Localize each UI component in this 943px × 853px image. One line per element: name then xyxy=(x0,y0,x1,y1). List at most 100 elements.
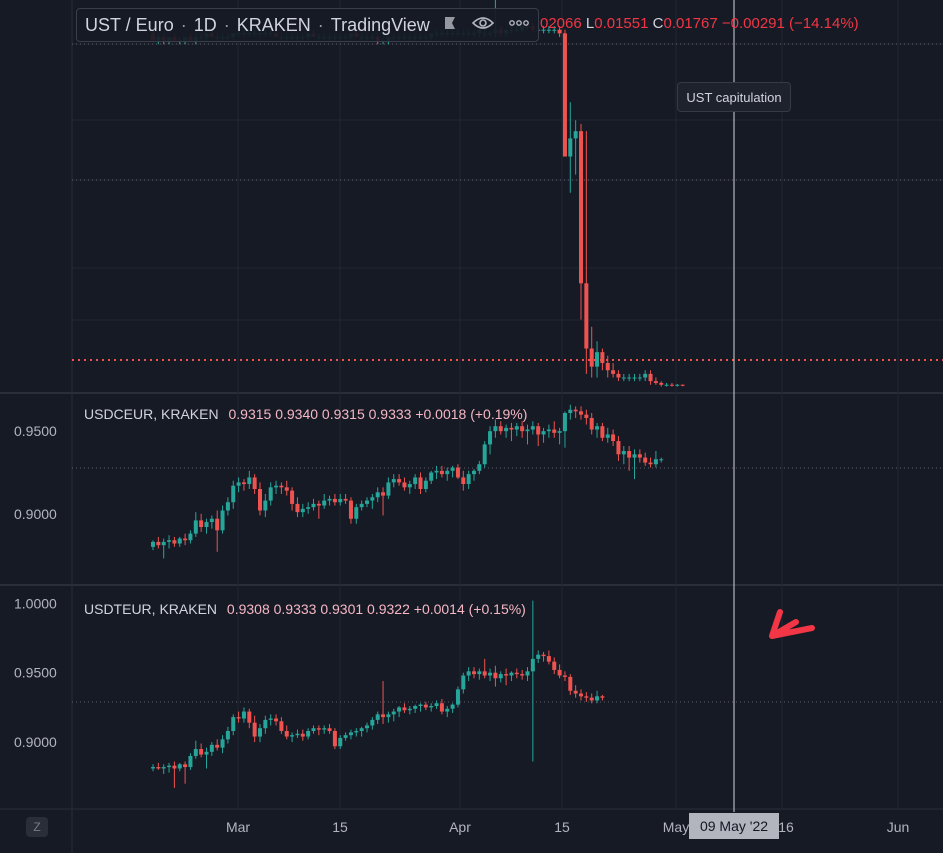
candle-body xyxy=(338,498,343,503)
price-tick-label: 0.9500 xyxy=(14,665,57,681)
candle-body xyxy=(397,707,402,712)
legend-separator: · xyxy=(317,14,324,35)
candle-body xyxy=(290,735,295,737)
eye-icon[interactable] xyxy=(471,15,494,36)
interval-label: 1D xyxy=(193,14,217,35)
candle-body xyxy=(322,500,327,506)
usdt-pane-title: USDTEUR, KRAKEN xyxy=(84,601,218,617)
symbol-legend[interactable]: UST / Euro · 1D · KRAKEN · TradingView xyxy=(76,8,539,42)
candle-body xyxy=(220,739,225,748)
usdc-pane-values: 0.9315 0.9340 0.9315 0.9333 +0.0018 (+0.… xyxy=(228,406,528,422)
legend-separator: · xyxy=(180,14,187,35)
time-tick-label: Apr xyxy=(449,819,471,835)
candle-body xyxy=(279,485,284,488)
candle-body xyxy=(477,671,482,675)
candle-body xyxy=(172,540,177,544)
candle-body xyxy=(552,661,557,670)
candle-body xyxy=(637,454,642,458)
candle-body xyxy=(241,482,246,485)
candle-body xyxy=(225,730,230,740)
time-tick-label: Mar xyxy=(226,819,250,835)
annotation-arrow-icon xyxy=(769,609,815,639)
candle-body xyxy=(621,377,626,379)
candle-body xyxy=(402,482,407,488)
candle-body xyxy=(354,507,359,519)
candle-body xyxy=(562,413,567,432)
time-tick-label: May xyxy=(663,819,689,835)
candle-body xyxy=(188,533,193,541)
candle-body xyxy=(316,728,321,730)
candle-body xyxy=(204,751,209,755)
candle-body xyxy=(445,708,450,712)
candle-body xyxy=(525,671,530,676)
candle-body xyxy=(268,487,273,501)
candle-body xyxy=(632,377,637,379)
flag-icon[interactable] xyxy=(442,15,458,36)
candle-body xyxy=(514,426,519,430)
open-value-tail: 02066 xyxy=(540,15,582,32)
candle-body xyxy=(343,735,348,738)
candle-body xyxy=(429,706,434,708)
ohlc-values: 02066 L0.01551 C0.01767 −0.00291 (−14.14… xyxy=(540,15,859,32)
candle-body xyxy=(332,730,337,747)
low-value: 0.01551 xyxy=(594,15,649,32)
candle-body xyxy=(557,669,562,676)
candle-body xyxy=(365,725,369,729)
candle-body xyxy=(461,477,466,485)
candle-body xyxy=(177,764,182,769)
candle-body xyxy=(675,384,680,386)
usdt-pane-legend[interactable]: USDTEUR, KRAKEN 0.9308 0.9333 0.9301 0.9… xyxy=(84,601,526,617)
candle-body xyxy=(525,429,530,432)
candle-body xyxy=(573,690,578,694)
candle-body xyxy=(552,29,557,31)
usdt-pane-values: 0.9308 0.9333 0.9301 0.9322 +0.0014 (+0.… xyxy=(226,601,526,617)
annotation-label[interactable]: UST capitulation xyxy=(677,82,791,112)
candle-body xyxy=(263,719,268,729)
candle-body xyxy=(252,722,257,737)
price-tick-label: 0.9500 xyxy=(14,423,57,439)
candle-body xyxy=(520,426,525,432)
candle-body xyxy=(418,704,423,707)
candle-body xyxy=(584,696,589,698)
candle-body xyxy=(434,703,439,707)
candle-body xyxy=(488,672,493,676)
candle-body xyxy=(375,492,380,498)
candle-body xyxy=(188,755,193,768)
candle-body xyxy=(209,518,214,523)
candle-body xyxy=(659,459,664,461)
candle-body xyxy=(627,377,632,379)
candle-body xyxy=(258,489,262,511)
candle-body xyxy=(659,382,664,385)
candle-body xyxy=(536,654,541,659)
candle-body xyxy=(423,704,428,708)
candle-body xyxy=(546,656,551,662)
candle-body xyxy=(199,520,204,527)
scale-mode-button[interactable]: Z xyxy=(26,817,48,837)
candle-body xyxy=(381,714,386,718)
candle-body xyxy=(231,717,236,731)
candle-body xyxy=(637,377,642,379)
candle-body xyxy=(493,672,498,679)
candle-body xyxy=(595,426,600,430)
price-tick-label: 1.0000 xyxy=(14,595,57,611)
candle-body xyxy=(316,503,321,506)
change-value: −0.00291 (−14.14%) xyxy=(721,15,859,32)
candle-body xyxy=(600,696,605,698)
usdc-pane-legend[interactable]: USDCEUR, KRAKEN 0.9315 0.9340 0.9315 0.9… xyxy=(84,406,527,422)
candle-body xyxy=(348,500,353,519)
candle-body xyxy=(359,503,364,508)
more-options-icon[interactable] xyxy=(508,15,530,36)
candle-body xyxy=(455,689,460,705)
candle-body xyxy=(306,507,311,509)
candle-body xyxy=(236,482,241,486)
candle-body xyxy=(327,728,332,731)
candle-body xyxy=(177,538,182,544)
candle-body xyxy=(627,451,632,458)
candle-body xyxy=(220,510,225,531)
candle-body xyxy=(268,718,273,720)
candle-body xyxy=(391,711,396,715)
candle-body xyxy=(300,508,305,513)
candle-body xyxy=(215,518,220,531)
candle-body xyxy=(632,454,637,458)
